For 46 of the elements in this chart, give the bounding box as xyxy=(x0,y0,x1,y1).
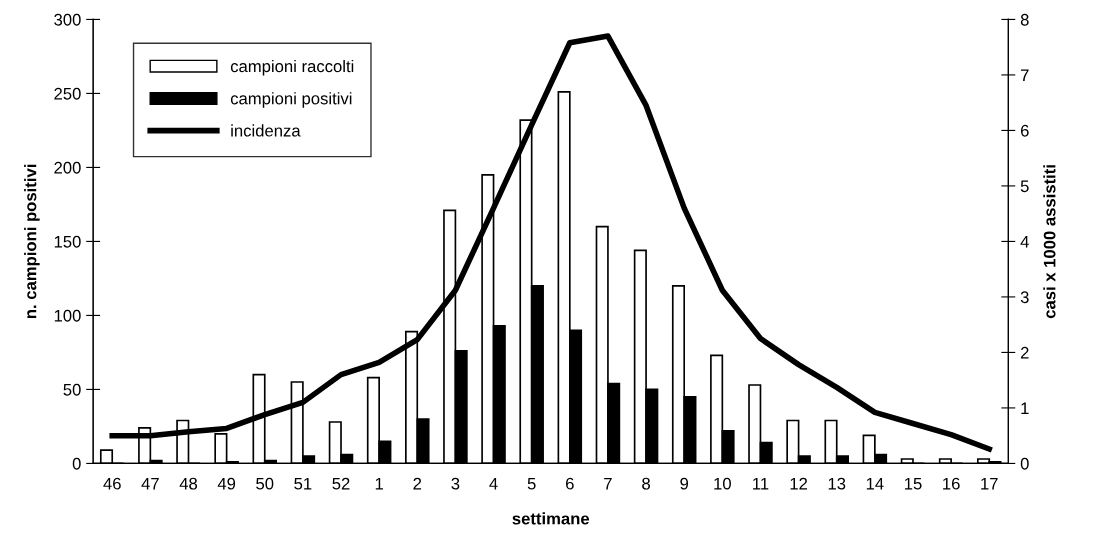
y2-tick-label: 7 xyxy=(1020,69,1029,81)
x-tick-label: 50 xyxy=(256,477,274,490)
y2-tick-label: 0 xyxy=(1020,457,1029,470)
y2-tick-label: 3 xyxy=(1020,291,1029,304)
x-tick-label: 51 xyxy=(294,477,312,490)
y-tick-label: 0 xyxy=(72,457,81,470)
y2-tick-label: 4 xyxy=(1020,236,1029,248)
x-tick-label: 6 xyxy=(566,477,574,490)
x-tick-label: 14 xyxy=(866,477,884,490)
y2-axis-title: casi x 1000 assistiti xyxy=(1043,165,1056,319)
x-tick-label: 16 xyxy=(943,477,960,490)
y-tick-label: 150 xyxy=(54,235,81,248)
x-tick-label: 17 xyxy=(981,477,998,490)
x-tick-label: 52 xyxy=(332,477,350,490)
x-axis-title: settimane xyxy=(512,512,590,525)
x-tick-label: 46 xyxy=(103,477,121,490)
y2-tick-label: 8 xyxy=(1020,13,1029,26)
legend-label: campioni positivi xyxy=(230,92,352,108)
y-tick-label: 100 xyxy=(54,309,81,322)
y-axis-title: n. campioni positivi xyxy=(24,164,40,319)
y2-tick-label: 6 xyxy=(1020,124,1029,137)
y-tick-label: 200 xyxy=(54,161,81,174)
legend-label: campioni raccolti xyxy=(230,59,354,76)
x-tick-label: 47 xyxy=(141,477,159,490)
y-tick-label: 250 xyxy=(54,87,81,100)
x-tick-label: 10 xyxy=(714,477,731,490)
x-tick-label: 15 xyxy=(904,477,922,490)
y-tick-label: 300 xyxy=(54,13,81,26)
x-tick-label: 5 xyxy=(527,477,536,490)
x-tick-label: 1 xyxy=(375,477,383,490)
x-tick-label: 11 xyxy=(753,477,769,490)
x-tick-label: 12 xyxy=(790,477,808,490)
x-tick-label: 9 xyxy=(680,477,689,490)
y2-tick-label: 5 xyxy=(1020,180,1029,193)
x-tick-label: 7 xyxy=(604,477,612,490)
y2-tick-label: 1 xyxy=(1021,402,1029,414)
y-tick-label: 50 xyxy=(63,383,81,396)
x-tick-label: 13 xyxy=(828,477,846,490)
x-tick-label: 4 xyxy=(489,477,498,490)
y2-tick-label: 2 xyxy=(1020,346,1029,359)
x-tick-label: 8 xyxy=(642,477,650,490)
legend-label: incidenza xyxy=(231,124,301,137)
x-tick-label: 48 xyxy=(179,477,198,490)
x-tick-label: 2 xyxy=(413,477,422,490)
x-tick-label: 3 xyxy=(451,477,460,490)
x-tick-label: 49 xyxy=(217,477,236,490)
